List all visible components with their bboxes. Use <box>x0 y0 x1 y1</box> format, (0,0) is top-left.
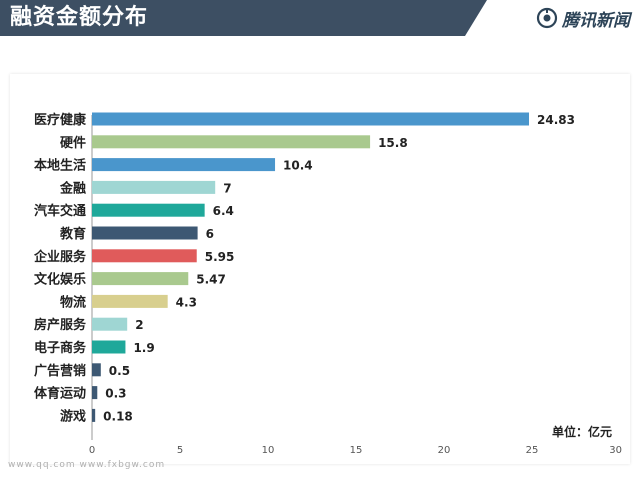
value-label: 15.8 <box>378 136 408 150</box>
brand-logo: 腾讯新闻 <box>536 6 630 31</box>
category-label: 体育运动 <box>34 386 86 402</box>
x-tick-label: 0 <box>89 445 95 456</box>
x-tick-label: 10 <box>262 445 275 456</box>
x-tick-label: 30 <box>609 445 622 456</box>
category-label: 硬件 <box>60 135 86 151</box>
value-label: 0.5 <box>109 364 130 378</box>
bar-13 <box>92 408 96 422</box>
category-label: 广告营销 <box>34 363 86 379</box>
category-label: 本地生活 <box>34 158 86 174</box>
value-label: 6 <box>206 227 214 241</box>
category-label: 教育 <box>59 226 86 242</box>
value-label: 2 <box>135 318 143 332</box>
bar-0 <box>92 112 530 126</box>
value-label: 0.3 <box>105 387 126 401</box>
bar-4 <box>92 203 205 217</box>
value-label: 10.4 <box>283 159 313 173</box>
watermark: www.qq.com www.fxbgw.com <box>8 460 166 470</box>
value-label: 1.9 <box>133 341 154 355</box>
category-label: 物流 <box>60 294 86 310</box>
bar-8 <box>92 294 168 308</box>
bar-2 <box>92 158 276 172</box>
category-label: 电子商务 <box>34 340 87 356</box>
category-label: 金融 <box>59 180 86 196</box>
x-tick-label: 20 <box>438 445 451 456</box>
category-label: 游戏 <box>60 408 86 424</box>
value-label: 6.4 <box>213 204 234 218</box>
bar-11 <box>92 363 101 377</box>
bar-3 <box>92 180 216 194</box>
category-label: 医疗健康 <box>34 112 87 128</box>
x-tick-label: 15 <box>350 445 363 456</box>
bar-6 <box>92 249 197 263</box>
category-label: 企业服务 <box>33 249 87 265</box>
category-label: 房产服务 <box>34 317 87 333</box>
value-label: 4.3 <box>176 295 197 309</box>
bar-1 <box>92 135 371 149</box>
bar-10 <box>92 340 126 354</box>
value-label: 24.83 <box>537 113 575 127</box>
tencent-news-icon <box>536 7 558 29</box>
bar-7 <box>92 272 189 286</box>
category-label: 汽车交通 <box>34 203 86 219</box>
x-tick-label: 5 <box>177 445 183 456</box>
bar-12 <box>92 386 98 400</box>
page-title: 融资金额分布 <box>10 5 149 30</box>
unit-label: 单位：亿元 <box>552 424 612 439</box>
value-label: 0.18 <box>103 409 133 423</box>
value-label: 5.47 <box>196 273 226 287</box>
bar-5 <box>92 226 198 240</box>
value-label: 7 <box>223 181 231 195</box>
x-tick-label: 25 <box>526 445 539 456</box>
category-label: 文化娱乐 <box>34 272 86 288</box>
header-bar: 融资金额分布 腾讯新闻 <box>0 0 640 36</box>
bar-9 <box>92 317 128 331</box>
header-brand-background <box>465 0 640 36</box>
value-label: 5.95 <box>205 250 235 264</box>
brand-name: 腾讯新闻 <box>562 10 630 31</box>
